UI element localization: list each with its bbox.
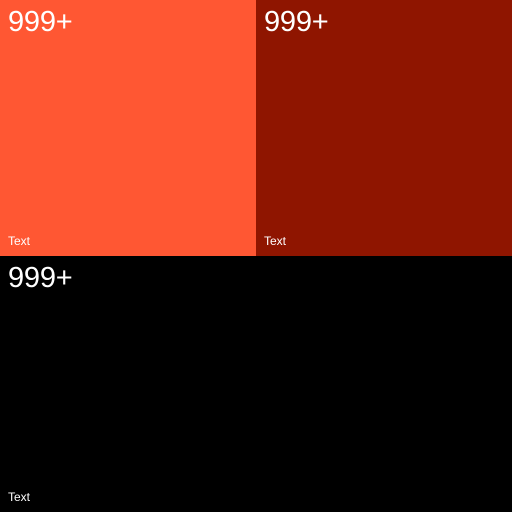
tile-2[interactable]: 999+ Text bbox=[256, 0, 512, 256]
tile-count: 999+ bbox=[264, 6, 329, 38]
tile-label: Text bbox=[8, 490, 31, 504]
tile-label: Text bbox=[8, 234, 31, 248]
tile-count: 999+ bbox=[8, 262, 73, 294]
tile-count: 999+ bbox=[8, 6, 73, 38]
tile-1[interactable]: 999+ Text bbox=[0, 0, 256, 256]
tile-3[interactable]: 999+ Text bbox=[0, 256, 512, 512]
tile-label: Text bbox=[264, 234, 287, 248]
